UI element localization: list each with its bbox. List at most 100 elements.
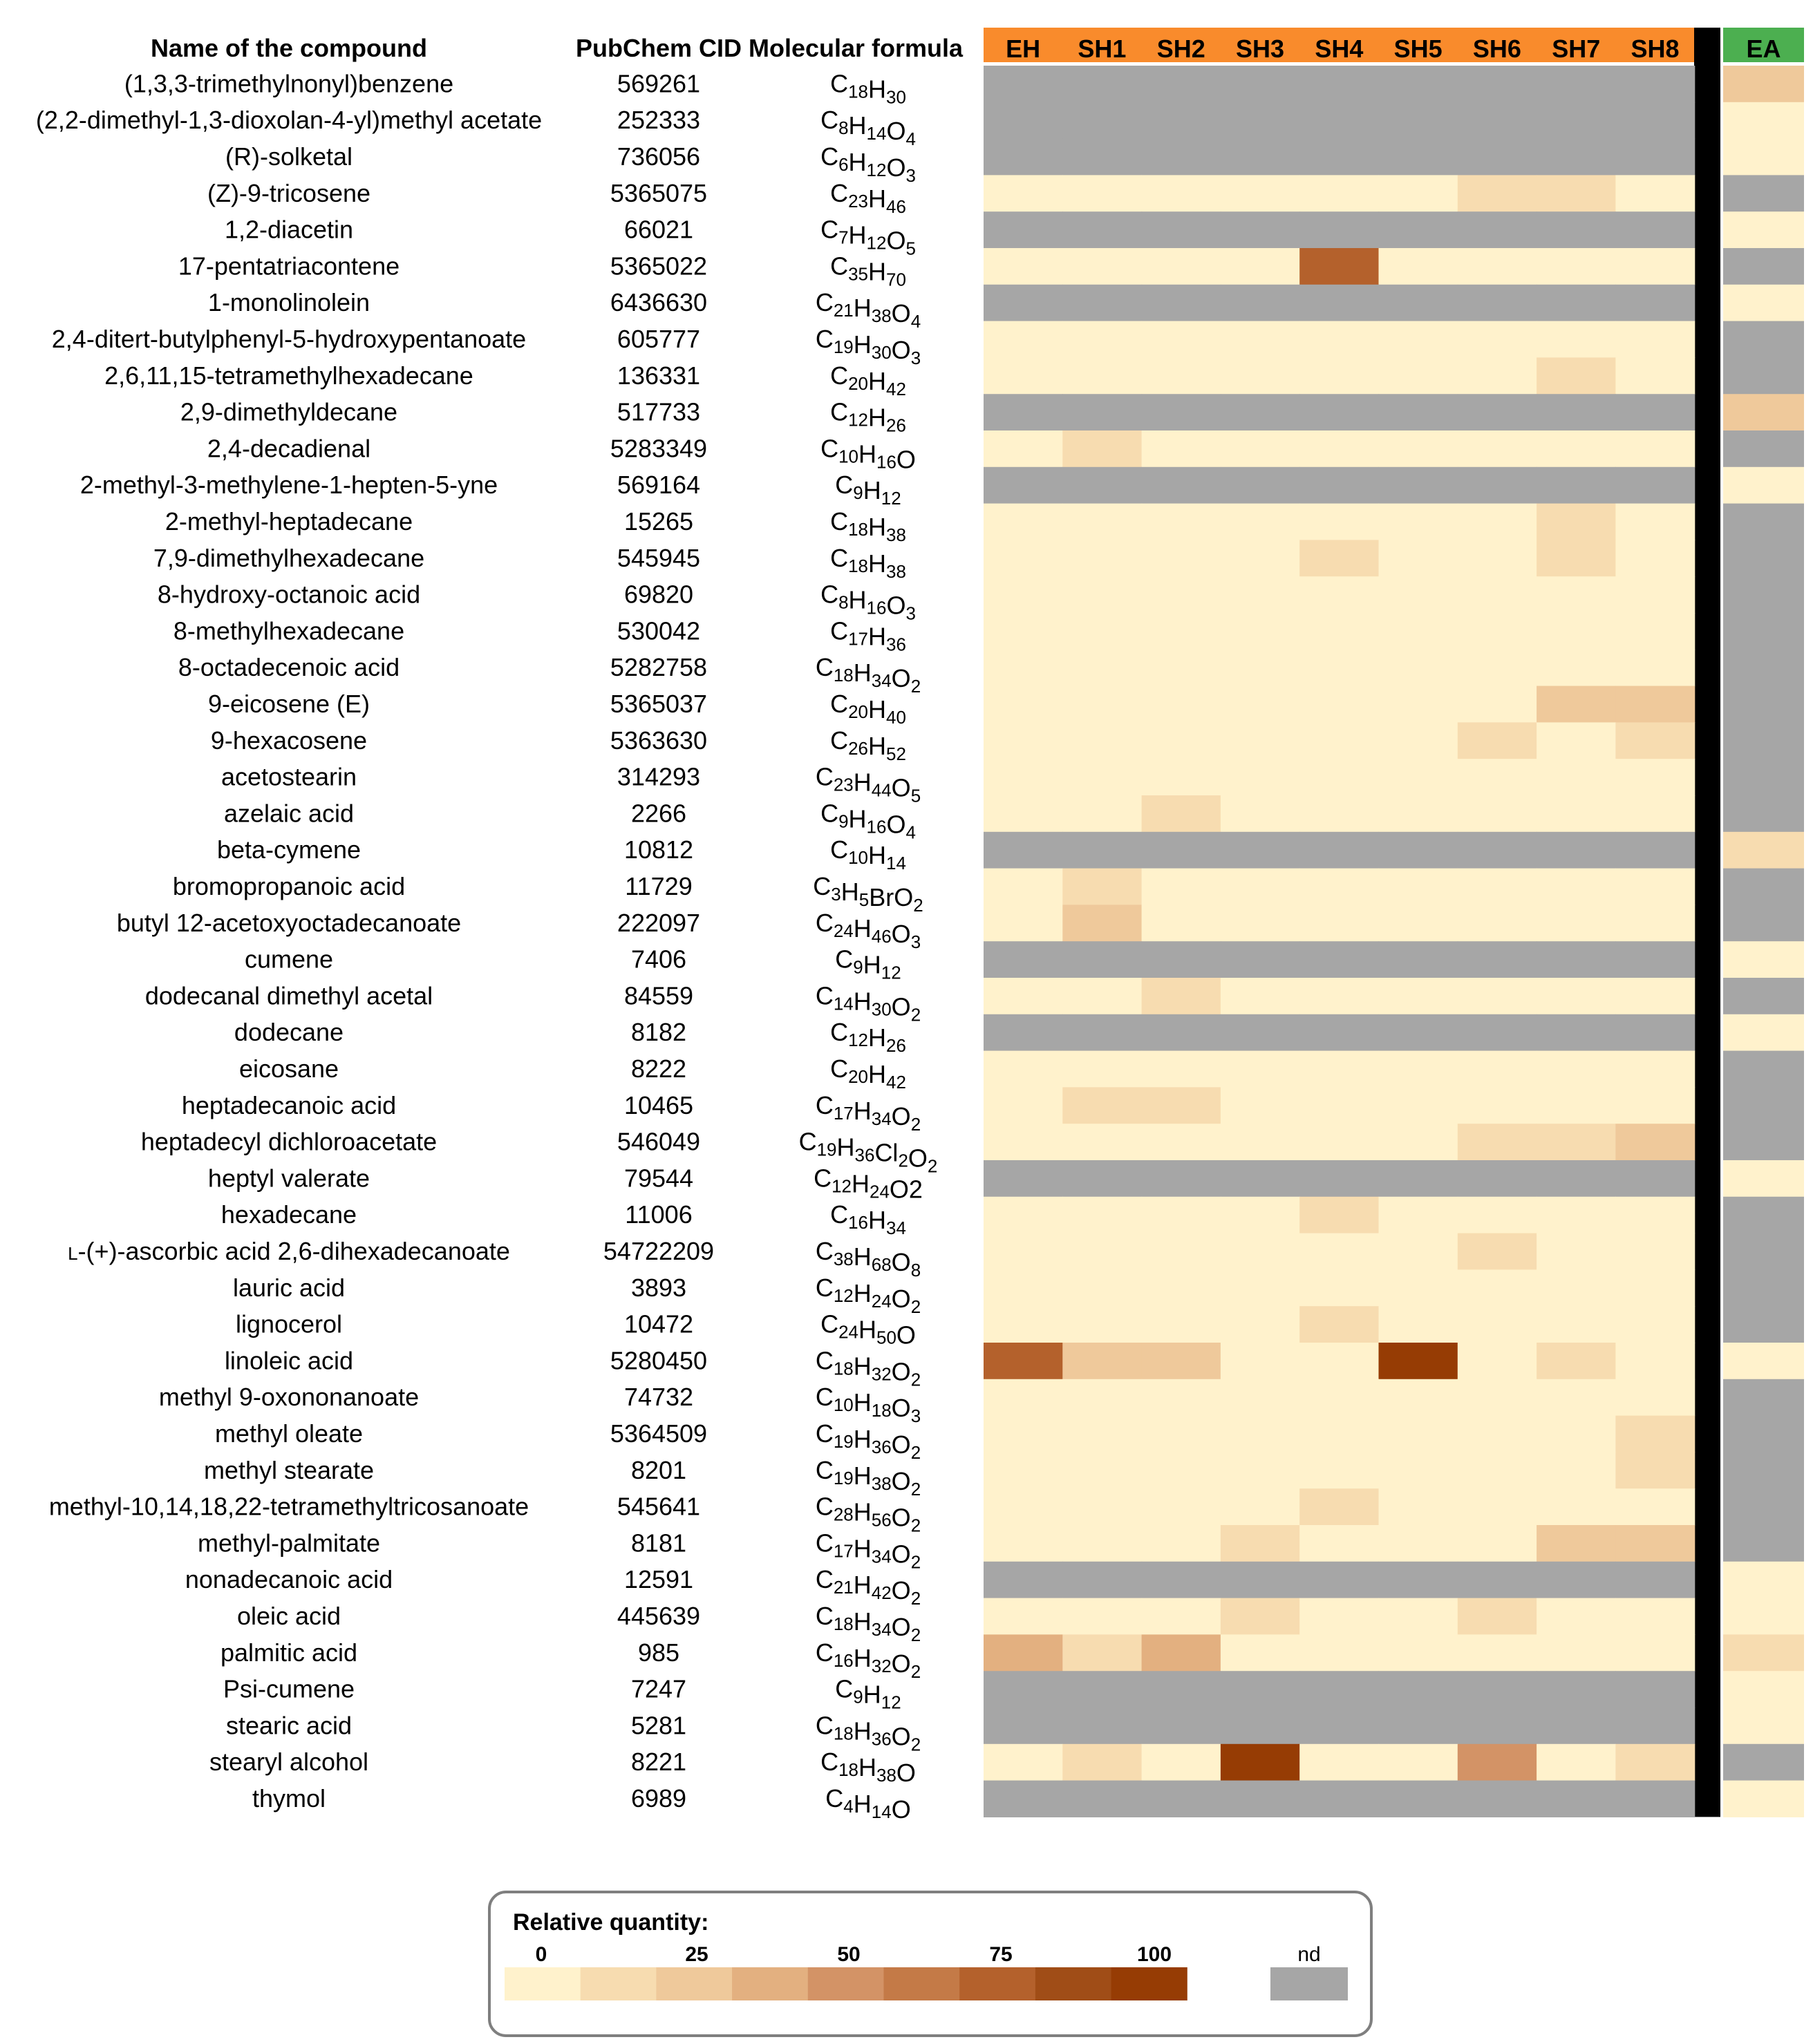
heatmap-cell-nd <box>1378 1014 1458 1052</box>
molecular-formula: C18H34O2 <box>816 1602 921 1645</box>
heatmap-cell <box>1220 175 1300 212</box>
heatmap-cell <box>984 868 1063 905</box>
heatmap-cell-nd <box>1220 831 1300 869</box>
table-row: methyl stearate 8201 C19H38O2 <box>204 1452 1804 1499</box>
heatmap-cell-nd <box>1457 941 1537 978</box>
heatmap-cell <box>1615 430 1695 468</box>
heatmap-cell-nd <box>1141 394 1221 431</box>
reference-header-band <box>1723 28 1804 62</box>
table-row: palmitic acid 985 C16H32O2 <box>220 1634 1804 1682</box>
heatmap-cell <box>1220 1379 1300 1417</box>
heatmap-cell-nd <box>1457 1671 1537 1708</box>
heatmap-cell-nd <box>1299 394 1380 431</box>
heatmap-cell-nd <box>984 1014 1063 1052</box>
reference-cell <box>1723 138 1804 176</box>
heatmap-cell <box>1141 503 1221 540</box>
heatmap-cell <box>1220 685 1300 723</box>
pubchem-cid: 222097 <box>617 909 700 937</box>
heatmap-cell <box>984 759 1063 796</box>
heatmap-cell-nd <box>1299 211 1380 249</box>
heatmap-cell <box>984 722 1063 759</box>
heatmap-cell-nd <box>1615 1671 1695 1708</box>
pubchem-cid: 136331 <box>617 361 700 390</box>
reference-cell-nd <box>1723 430 1804 468</box>
table-row: butyl 12-acetoxyoctadecanoate 222097 C24H4… <box>117 905 1804 952</box>
reference-cell-nd <box>1723 175 1804 212</box>
molecular-formula: C12H24O2 <box>816 1274 921 1317</box>
reference-cell <box>1723 1707 1804 1745</box>
heatmap-cell <box>984 1488 1063 1526</box>
heatmap-cell <box>1141 576 1221 614</box>
heatmap-cell <box>1299 248 1380 285</box>
reference-cell-nd <box>1723 248 1804 285</box>
heatmap-cell-nd <box>1062 1707 1143 1745</box>
heatmap-cell-nd <box>1457 1561 1537 1599</box>
heatmap-cell <box>1062 576 1143 614</box>
pubchem-cid: 8222 <box>631 1054 686 1083</box>
compound-name: palmitic acid <box>220 1638 357 1667</box>
reference-column-header: EA <box>1746 35 1781 63</box>
heatmap-cell <box>1141 1415 1221 1452</box>
compound-name: heptadecyl dichloroacetate <box>141 1128 437 1156</box>
compound-name: 2,6,11,15-tetramethylhexadecane <box>104 361 473 390</box>
heatmap-cell <box>1141 248 1221 285</box>
heatmap-cell <box>1220 1196 1300 1234</box>
table-row: (2,2-dimethyl-1,3-dioxolan-4-yl)methyl a… <box>36 102 1804 149</box>
heatmap-cell <box>1457 1525 1537 1562</box>
heatmap-cell <box>984 1452 1063 1489</box>
heatmap-cell-nd <box>1615 66 1695 103</box>
table-row: (1,3,3-trimethylnonyl)benzene 569261 C18H3… <box>124 66 1804 107</box>
heatmap-cell <box>1615 1306 1695 1343</box>
heatmap-cell-nd <box>1378 394 1458 431</box>
molecular-formula: C10H18O3 <box>816 1383 921 1426</box>
reference-cell <box>1723 466 1804 504</box>
heatmap-cell-nd <box>1537 394 1616 431</box>
compound-name: oleic acid <box>237 1602 341 1630</box>
heatmap-cell <box>1378 1415 1458 1452</box>
heatmap-cell <box>1615 759 1695 796</box>
molecular-formula: C14H30O2 <box>816 981 921 1025</box>
heatmap-cell <box>1299 540 1380 577</box>
heatmap-cell-nd <box>1537 211 1616 249</box>
heatmap-cell-nd <box>1299 1561 1380 1599</box>
pubchem-cid: 84559 <box>624 981 693 1010</box>
heatmap-cell <box>1299 613 1380 650</box>
table-row: 2,6,11,15-tetramethylhexadecane 136331 C20… <box>104 357 1804 399</box>
pubchem-cid: 8181 <box>631 1529 686 1557</box>
heatmap-cell-nd <box>1378 941 1458 978</box>
heatmap-cell-nd <box>1141 466 1221 504</box>
heatmap-cell <box>1378 248 1458 285</box>
heatmap-cell <box>1141 1306 1221 1343</box>
heatmap-cell <box>1615 503 1695 540</box>
compound-name: methyl-palmitate <box>198 1529 380 1557</box>
heatmap-cell-nd <box>1457 138 1537 176</box>
heatmap-cell <box>1378 795 1458 833</box>
molecular-formula: C17H34O2 <box>816 1529 921 1572</box>
molecular-formula: C23H46 <box>830 179 906 217</box>
pubchem-cid: 5282758 <box>610 653 707 681</box>
heatmap-cell <box>1220 1415 1300 1452</box>
table-row: eicosane 8222 C20H42 <box>239 1050 1804 1092</box>
heatmap-cell-nd <box>1615 1014 1695 1052</box>
heatmap-cell <box>1537 1269 1616 1307</box>
heatmap-cell <box>1062 759 1143 796</box>
heatmap-cell <box>1299 1379 1380 1417</box>
heatmap-cell <box>1615 722 1695 759</box>
heatmap-cell-nd <box>1141 102 1221 140</box>
compound-name: heptadecanoic acid <box>182 1091 396 1119</box>
heatmap-cell <box>1220 1598 1300 1635</box>
heatmap-cell-nd <box>1299 1014 1380 1052</box>
table-row: 2,4-decadienal 5283349 C10H16O <box>207 430 1804 473</box>
table-row: lauric acid 3893 C12H24O2 <box>233 1269 1804 1317</box>
heatmap-cell-nd <box>1062 1014 1143 1052</box>
heatmap-cell <box>1220 1087 1300 1124</box>
heatmap-cell-nd <box>1141 941 1221 978</box>
compound-name: dodecane <box>234 1018 344 1046</box>
header-compound-name: Name of the compound <box>151 34 427 62</box>
heatmap-cell <box>1299 430 1380 468</box>
compound-name: acetostearin <box>221 763 357 791</box>
table-row: hexadecane 11006 C16H34 <box>221 1196 1804 1238</box>
compound-name: (1,3,3-trimethylnonyl)benzene <box>124 69 453 97</box>
heatmap-cell <box>1062 1379 1143 1417</box>
